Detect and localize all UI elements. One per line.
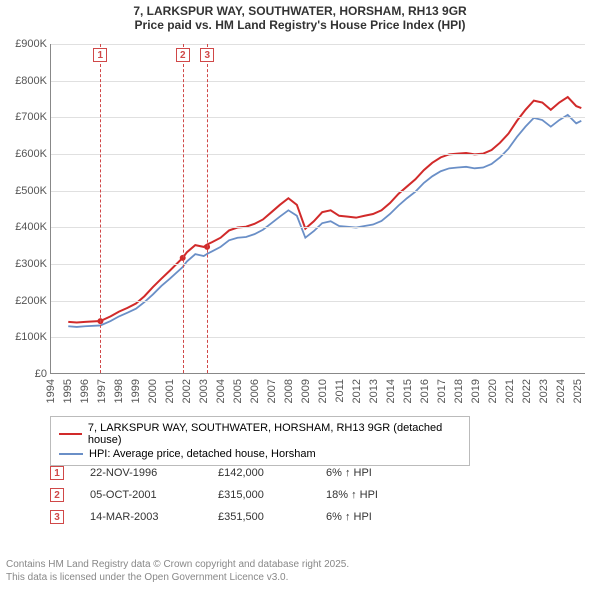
- x-tick-label: 2018: [453, 379, 465, 403]
- x-tick-label: 1998: [113, 379, 125, 403]
- sale-price: £142,000: [218, 467, 318, 479]
- x-tick-label: 2003: [198, 379, 210, 403]
- chart-container: 7, LARKSPUR WAY, SOUTHWATER, HORSHAM, RH…: [0, 0, 600, 590]
- x-tick-label: 2014: [385, 379, 397, 403]
- y-tick-label: £400K: [15, 221, 47, 233]
- legend-label: 7, LARKSPUR WAY, SOUTHWATER, HORSHAM, RH…: [88, 422, 461, 446]
- y-tick-label: £200K: [15, 295, 47, 307]
- footer-line-1: Contains HM Land Registry data © Crown c…: [6, 558, 349, 571]
- sale-pct: 6% ↑ HPI: [326, 467, 406, 479]
- x-tick-label: 2007: [266, 379, 278, 403]
- sale-marker-badge: 1: [93, 48, 107, 62]
- sale-row: 1 22-NOV-1996 £142,000 6% ↑ HPI: [50, 462, 406, 484]
- x-tick-label: 2008: [283, 379, 295, 403]
- gridline: [51, 81, 585, 82]
- gridline: [51, 44, 585, 45]
- legend-swatch: [59, 453, 83, 455]
- x-tick-label: 2001: [164, 379, 176, 403]
- x-tick-label: 2011: [334, 379, 346, 403]
- x-tick-label: 2021: [504, 379, 516, 403]
- x-tick-label: 2015: [402, 379, 414, 403]
- x-tick-label: 2024: [555, 379, 567, 403]
- x-tick-label: 2017: [436, 379, 448, 403]
- x-tick-label: 2013: [368, 379, 380, 403]
- sale-row-badge: 1: [50, 466, 64, 480]
- sale-marker-badge: 2: [176, 48, 190, 62]
- sale-row: 2 05-OCT-2001 £315,000 18% ↑ HPI: [50, 484, 406, 506]
- x-tick-label: 2002: [181, 379, 193, 403]
- gridline: [51, 227, 585, 228]
- y-tick-label: £100K: [15, 331, 47, 343]
- sale-row: 3 14-MAR-2003 £351,500 6% ↑ HPI: [50, 506, 406, 528]
- y-tick-label: £300K: [15, 258, 47, 270]
- x-tick-label: 2023: [538, 379, 550, 403]
- legend-item: HPI: Average price, detached house, Hors…: [59, 447, 461, 461]
- y-tick-label: £700K: [15, 111, 47, 123]
- sale-price: £315,000: [218, 489, 318, 501]
- legend-item: 7, LARKSPUR WAY, SOUTHWATER, HORSHAM, RH…: [59, 421, 461, 447]
- x-tick-label: 1995: [62, 379, 74, 403]
- x-tick-label: 2004: [215, 379, 227, 403]
- title-line-1: 7, LARKSPUR WAY, SOUTHWATER, HORSHAM, RH…: [0, 4, 600, 18]
- sale-marker-badge: 3: [200, 48, 214, 62]
- sale-date: 22-NOV-1996: [90, 467, 210, 479]
- x-tick-label: 2022: [521, 379, 533, 403]
- plot-area: £0£100K£200K£300K£400K£500K£600K£700K£80…: [50, 44, 585, 374]
- gridline: [51, 117, 585, 118]
- y-tick-label: £800K: [15, 75, 47, 87]
- sale-pct: 18% ↑ HPI: [326, 489, 406, 501]
- x-tick-label: 1999: [130, 379, 142, 403]
- footer-line-2: This data is licensed under the Open Gov…: [6, 571, 349, 584]
- title-line-2: Price paid vs. HM Land Registry's House …: [0, 18, 600, 32]
- chart-svg: [51, 44, 585, 373]
- sale-marker-line: [100, 44, 101, 373]
- chart-title: 7, LARKSPUR WAY, SOUTHWATER, HORSHAM, RH…: [0, 0, 600, 34]
- sale-row-badge: 2: [50, 488, 64, 502]
- legend-label: HPI: Average price, detached house, Hors…: [89, 448, 316, 460]
- sale-marker-line: [183, 44, 184, 373]
- x-tick-label: 2025: [572, 379, 584, 403]
- sales-table: 1 22-NOV-1996 £142,000 6% ↑ HPI 2 05-OCT-2001…: [50, 462, 406, 528]
- y-tick-label: £900K: [15, 38, 47, 50]
- y-tick-label: £500K: [15, 185, 47, 197]
- x-tick-label: 2005: [232, 379, 244, 403]
- x-tick-label: 2009: [300, 379, 312, 403]
- x-tick-label: 1997: [96, 379, 108, 403]
- x-tick-label: 2006: [249, 379, 261, 403]
- gridline: [51, 301, 585, 302]
- x-tick-label: 2020: [487, 379, 499, 403]
- property-line: [68, 97, 581, 323]
- x-tick-label: 1996: [79, 379, 91, 403]
- x-tick-label: 2012: [351, 379, 363, 403]
- gridline: [51, 264, 585, 265]
- x-tick-label: 2019: [470, 379, 482, 403]
- legend-swatch: [59, 433, 82, 435]
- x-tick-label: 2000: [147, 379, 159, 403]
- sale-date: 14-MAR-2003: [90, 511, 210, 523]
- footer: Contains HM Land Registry data © Crown c…: [6, 558, 349, 584]
- sale-date: 05-OCT-2001: [90, 489, 210, 501]
- x-tick-label: 1994: [45, 379, 57, 403]
- y-tick-label: £600K: [15, 148, 47, 160]
- x-tick-label: 2010: [317, 379, 329, 403]
- legend: 7, LARKSPUR WAY, SOUTHWATER, HORSHAM, RH…: [50, 416, 470, 466]
- gridline: [51, 191, 585, 192]
- sale-row-badge: 3: [50, 510, 64, 524]
- gridline: [51, 337, 585, 338]
- sale-marker-line: [207, 44, 208, 373]
- sale-pct: 6% ↑ HPI: [326, 511, 406, 523]
- gridline: [51, 154, 585, 155]
- x-tick-label: 2016: [419, 379, 431, 403]
- sale-price: £351,500: [218, 511, 318, 523]
